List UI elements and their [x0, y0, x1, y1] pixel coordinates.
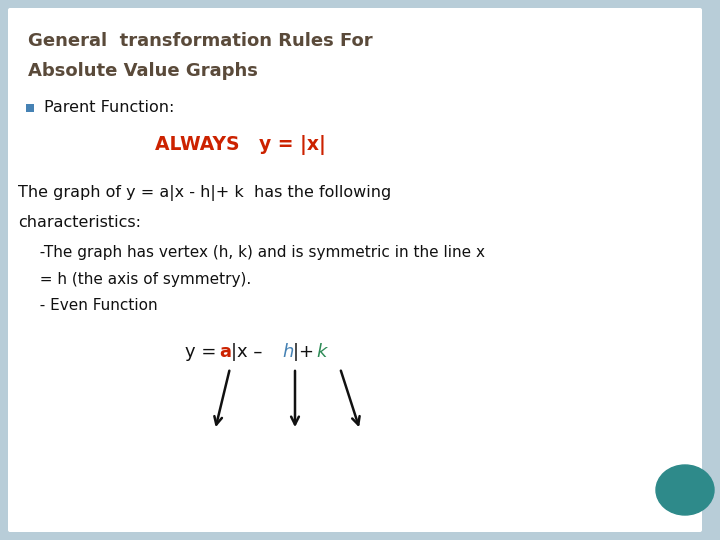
Text: ALWAYS   y = |x|: ALWAYS y = |x| — [155, 135, 326, 155]
Text: h: h — [282, 343, 293, 361]
Text: |x –: |x – — [231, 343, 268, 361]
Text: = h (the axis of symmetry).: = h (the axis of symmetry). — [30, 272, 251, 287]
Text: - Even Function: - Even Function — [30, 298, 158, 313]
Text: |+: |+ — [293, 343, 320, 361]
Text: The graph of y = a|x - h|+ k  has the following: The graph of y = a|x - h|+ k has the fol… — [18, 185, 391, 201]
Text: General  transformation Rules For: General transformation Rules For — [28, 32, 373, 50]
Text: Absolute Value Graphs: Absolute Value Graphs — [28, 62, 258, 80]
Text: -The graph has vertex (h, k) and is symmetric in the line x: -The graph has vertex (h, k) and is symm… — [30, 245, 485, 260]
Text: characteristics:: characteristics: — [18, 215, 141, 230]
Text: k: k — [316, 343, 326, 361]
Text: Parent Function:: Parent Function: — [44, 100, 174, 115]
Text: a: a — [219, 343, 231, 361]
Ellipse shape — [656, 465, 714, 515]
Text: y =: y = — [185, 343, 222, 361]
FancyBboxPatch shape — [8, 8, 702, 532]
